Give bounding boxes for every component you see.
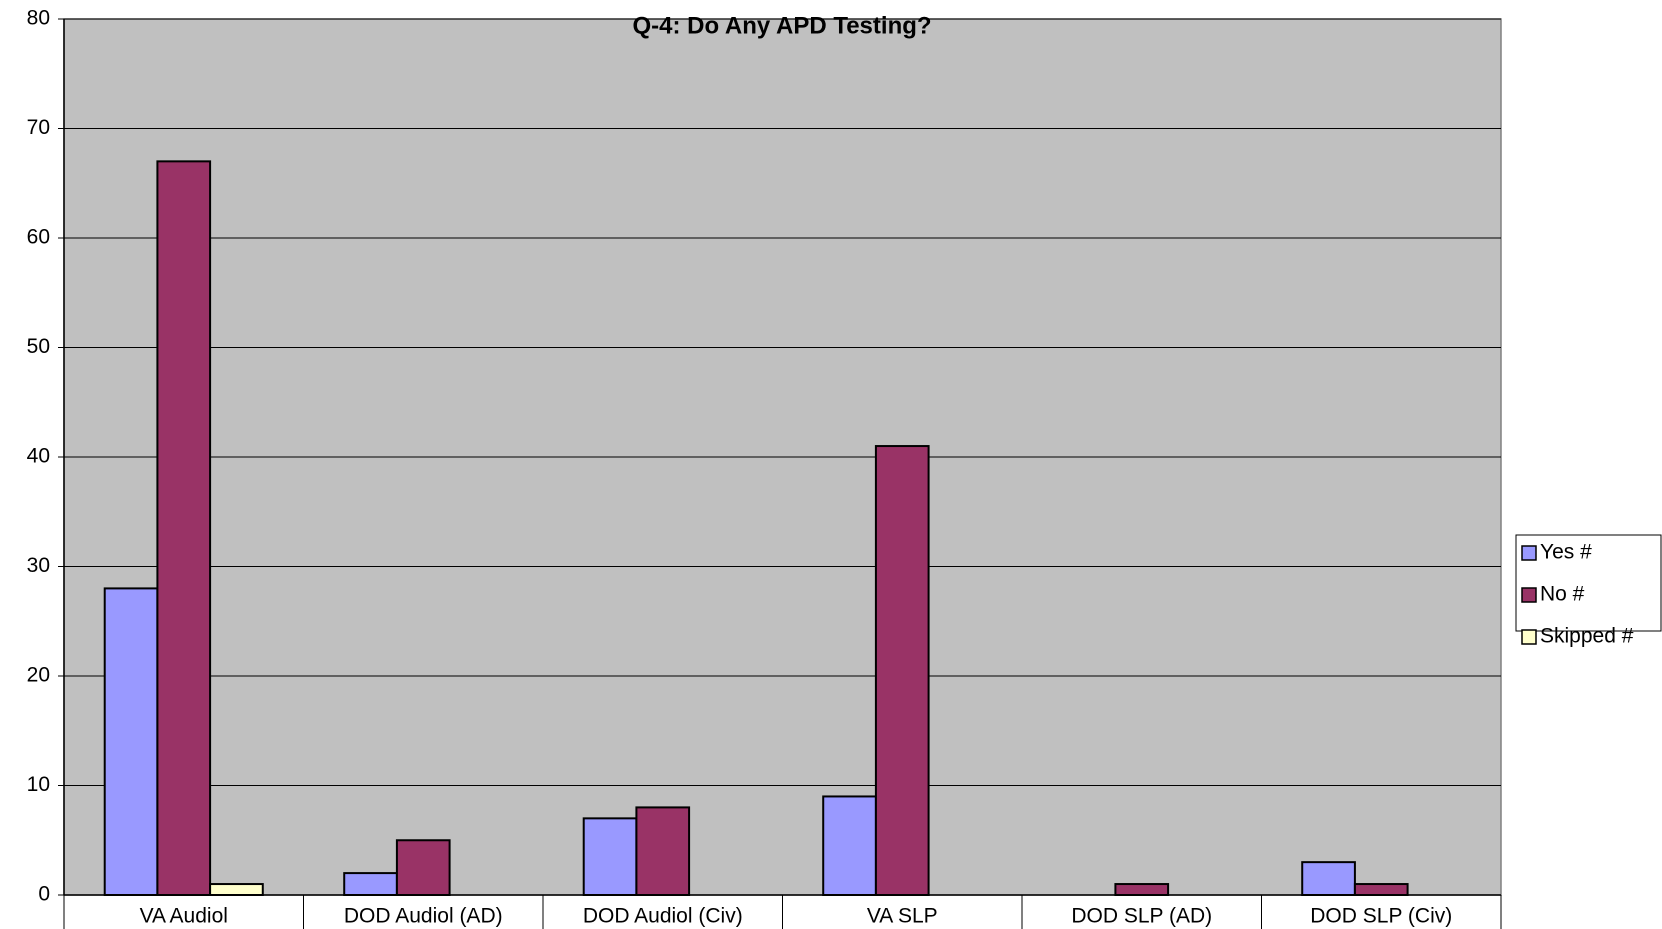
legend-label: Yes #: [1540, 541, 1592, 564]
x-tick-label: DOD SLP (AD): [1071, 905, 1212, 928]
bar: [822, 795, 877, 897]
bar: [635, 806, 691, 897]
y-tick-label: 0: [38, 883, 50, 906]
y-tick-label: 20: [27, 664, 50, 687]
y-tick-label: 30: [27, 554, 50, 577]
x-tick-label: DOD SLP (Civ): [1310, 905, 1452, 928]
y-tick-label: 50: [27, 335, 50, 358]
bar: [1353, 883, 1409, 896]
legend-swatch: [1521, 629, 1537, 645]
bar: [395, 839, 451, 896]
bar: [209, 883, 264, 896]
bar: [582, 817, 638, 896]
bar: [103, 587, 159, 897]
x-tick-label: VA SLP: [867, 905, 938, 928]
chart-title: Q-4: Do Any APD Testing?: [632, 12, 931, 39]
legend-swatch: [1521, 545, 1537, 561]
bar: [874, 445, 930, 896]
y-tick-label: 80: [27, 7, 50, 30]
x-tick-label: DOD Audiol (AD): [344, 905, 503, 928]
legend-label: Skipped #: [1540, 625, 1634, 648]
y-tick-label: 70: [27, 116, 50, 139]
y-tick-label: 40: [27, 445, 50, 468]
legend-box: [1515, 534, 1662, 632]
y-tick-label: 10: [27, 773, 50, 796]
x-tick-label: DOD Audiol (Civ): [583, 905, 743, 928]
y-tick-label: 60: [27, 226, 50, 249]
bar: [156, 160, 212, 897]
bar: [1301, 861, 1356, 897]
bar: [343, 872, 398, 896]
legend-swatch: [1521, 587, 1537, 603]
x-tick-label: VA Audiol: [140, 905, 228, 928]
bar: [1114, 883, 1170, 896]
legend-label: No #: [1540, 583, 1585, 606]
